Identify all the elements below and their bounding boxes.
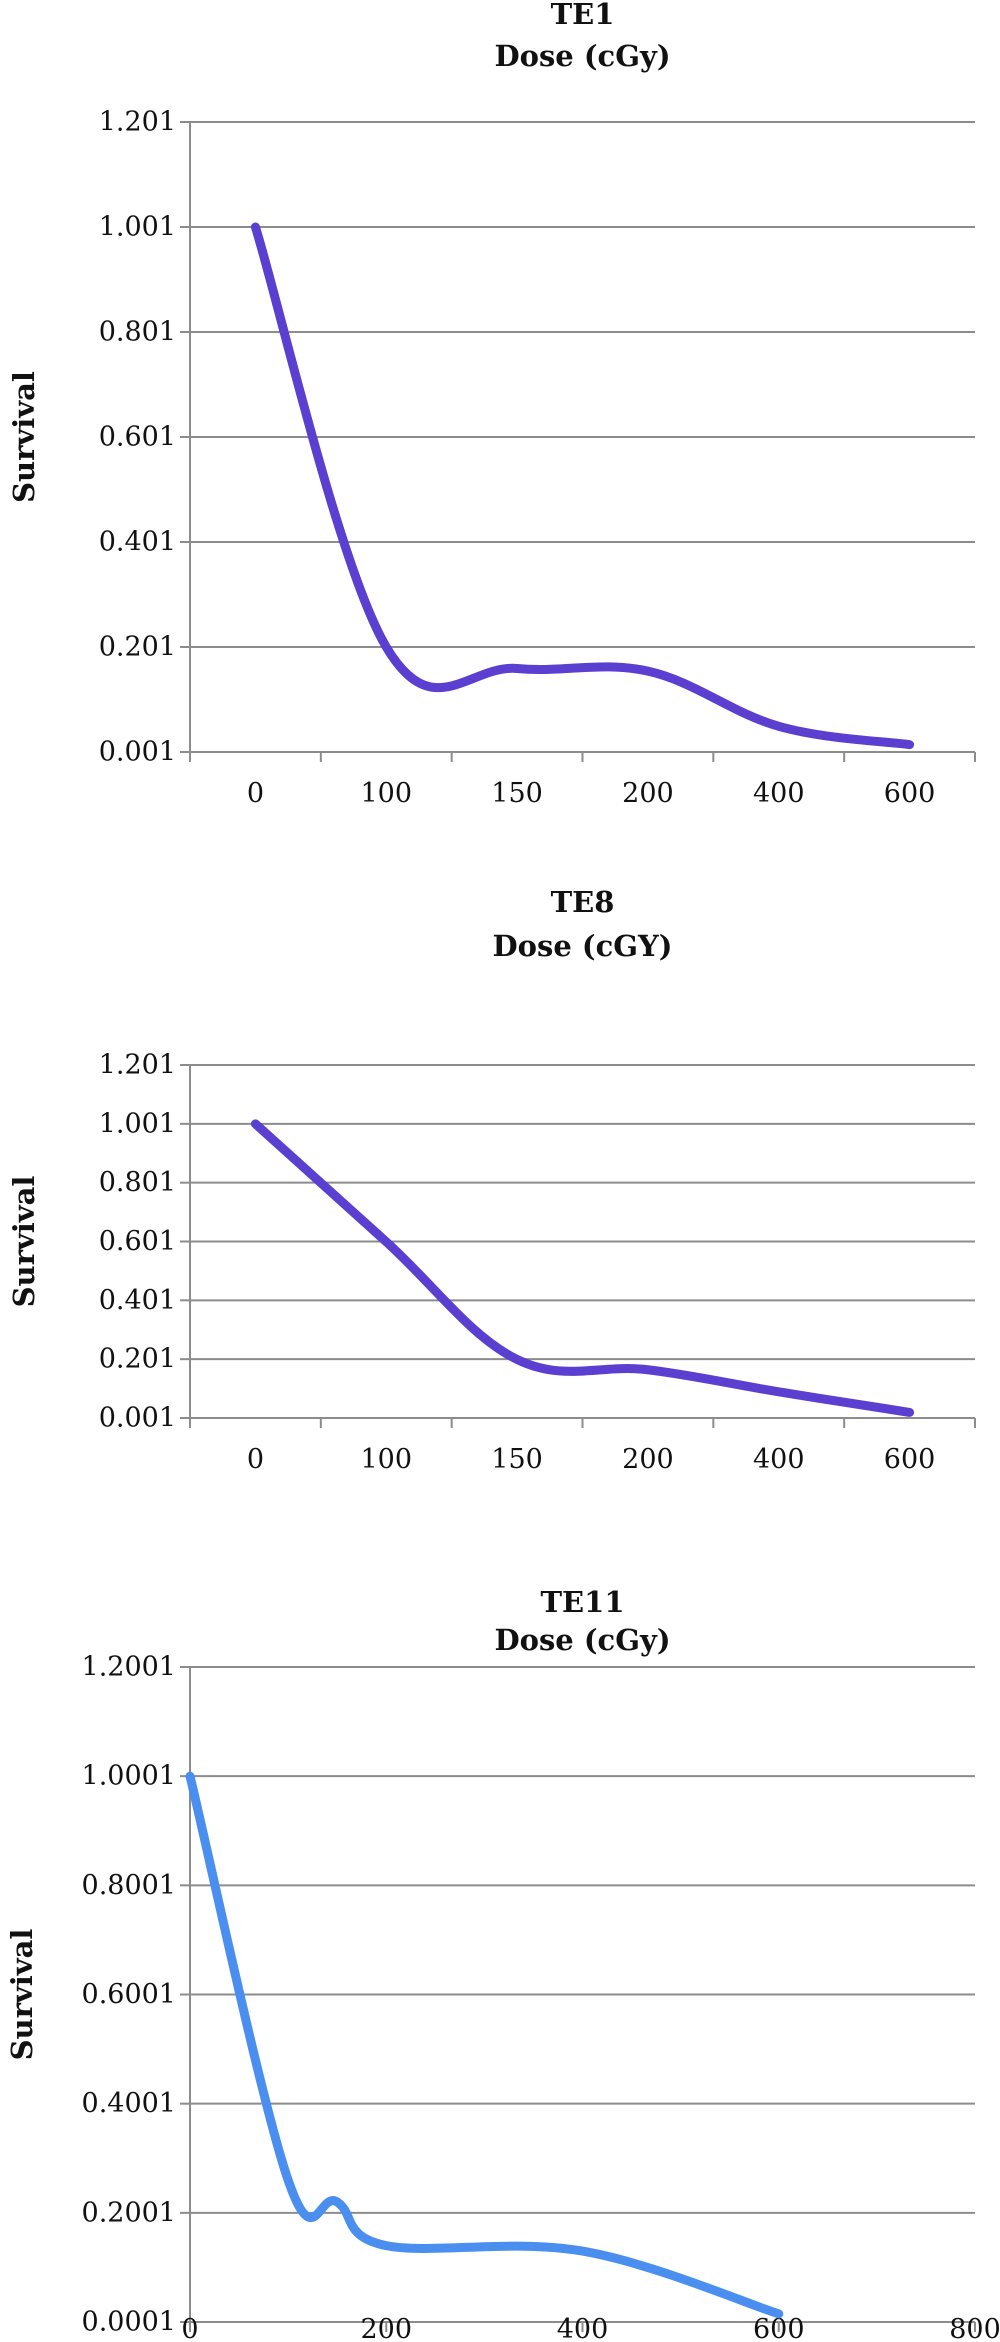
y-tick-label: 1.201 (99, 107, 176, 138)
y-tick-label: 0.601 (99, 422, 176, 453)
x-tick-label: 100 (360, 1444, 412, 1475)
y-tick-label: 0.6001 (82, 1979, 176, 2010)
chart-2: TE11 Dose (cGy) Survival 1.2001 1.0001 0.8001… (5, 1585, 1000, 2342)
y-tick-label: 0.401 (99, 527, 176, 558)
x-tick-label: 400 (557, 2314, 609, 2342)
y-tick-label: 1.2001 (82, 1652, 176, 1683)
chart-title: TE11 (540, 1585, 624, 1619)
x-tick-label: 200 (622, 1444, 674, 1475)
y-tick-label: 1.001 (99, 212, 176, 243)
y-axis-label: Survival (5, 1929, 39, 2061)
chart-title: TE1 (551, 0, 615, 31)
y-tick-label: 0.001 (99, 737, 176, 768)
x-tick-label: 0 (181, 2314, 198, 2342)
y-tick-label: 0.601 (99, 1226, 176, 1257)
series-line (185, 1771, 784, 2319)
y-tick-label: 0.801 (99, 1167, 176, 1198)
x-tick-label: 0 (247, 778, 264, 809)
y-tick-label: 0.401 (99, 1285, 176, 1316)
y-tick-label: 0.201 (99, 1344, 176, 1375)
chart-subtitle: Dose (cGy) (494, 1623, 670, 1657)
x-tick-label: 0 (247, 1444, 264, 1475)
y-tick-label: 0.201 (99, 632, 176, 663)
x-tick-label: 100 (360, 778, 412, 809)
chart-title: TE8 (551, 885, 615, 919)
y-tick-label: 1.001 (99, 1108, 176, 1139)
x-tick-label: 400 (753, 1444, 805, 1475)
series-line (250, 222, 915, 750)
y-tick-label: 0.801 (99, 317, 176, 348)
y-tick-label: 1.201 (99, 1050, 176, 1081)
x-tick-label: 800 (949, 2314, 1000, 2342)
y-tick-label: 0.2001 (82, 2197, 176, 2228)
chart-1: TE8 Dose (cGY) Survival 1.201 1.001 0.801 0.60… (7, 885, 976, 1475)
x-tick-label: 600 (753, 2314, 805, 2342)
x-tick-label: 600 (884, 1444, 936, 1475)
x-tick-label: 150 (491, 1444, 543, 1475)
x-tick-label: 150 (491, 778, 543, 809)
series-line (250, 1119, 915, 1417)
y-tick-label: 0.4001 (82, 2088, 176, 2119)
y-tick-label: 0.001 (99, 1403, 176, 1434)
x-tick-label: 200 (360, 2314, 412, 2342)
y-axis-label: Survival (7, 371, 41, 503)
y-tick-label: 0.0001 (82, 2307, 176, 2338)
chart-subtitle: Dose (cGY) (493, 929, 673, 963)
y-axis-label: Survival (7, 1176, 41, 1308)
chart-0: TE1 Dose (cGy) Survival 1.201 1.001 0.801 0.60… (7, 0, 976, 809)
y-tick-label: 1.0001 (82, 1761, 176, 1792)
x-tick-label: 400 (753, 778, 805, 809)
y-tick-label: 0.8001 (82, 1870, 176, 1901)
x-tick-label: 200 (622, 778, 674, 809)
chart-subtitle: Dose (cGy) (494, 39, 670, 73)
x-tick-label: 600 (884, 778, 936, 809)
